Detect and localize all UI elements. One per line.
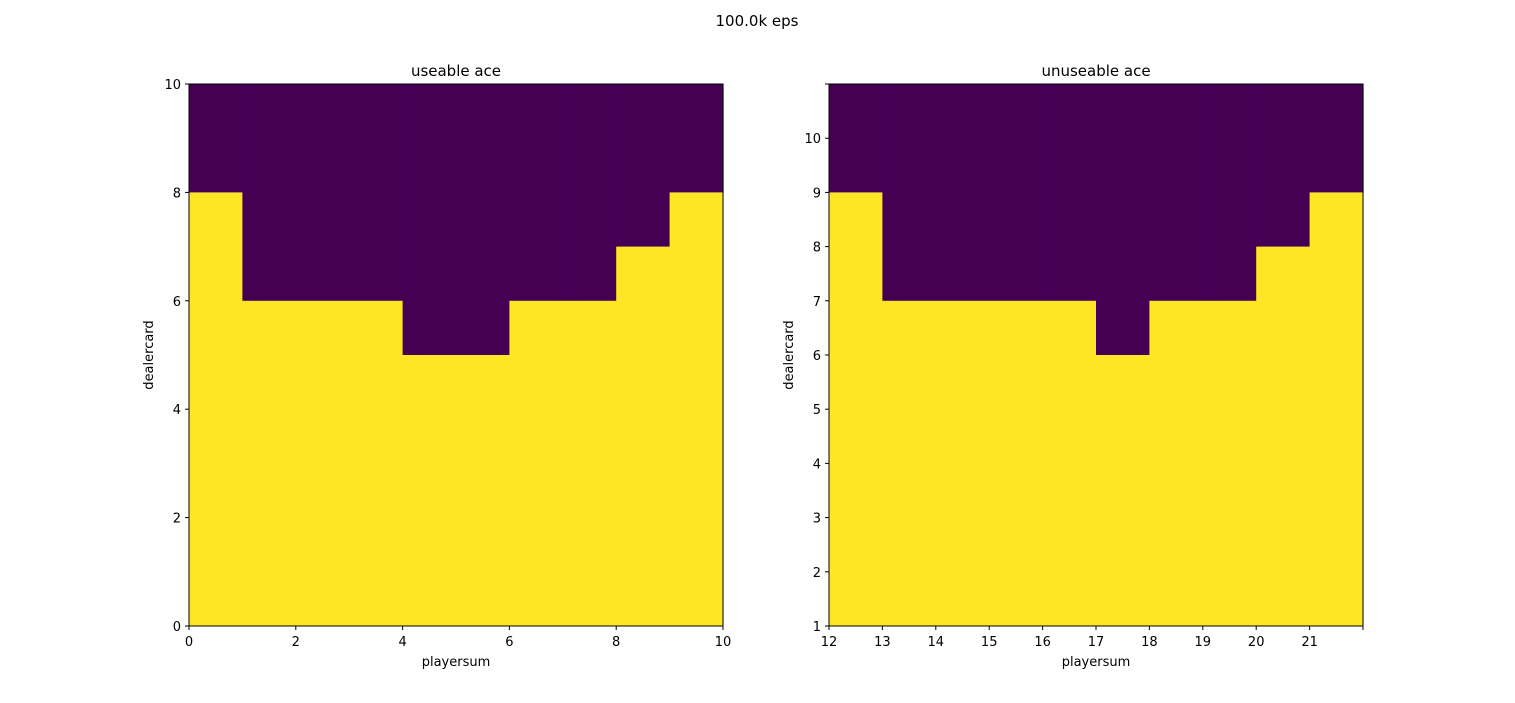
y-tick-label: 8 xyxy=(813,241,821,256)
heatmap-cell xyxy=(189,84,243,193)
heatmap-cell xyxy=(1096,84,1150,355)
y-axis-label: dealercard xyxy=(142,320,157,389)
heatmap-cell xyxy=(295,84,350,301)
figure-suptitle: 100.0k eps xyxy=(716,12,799,30)
axes-frame xyxy=(188,83,724,627)
heatmap-cell xyxy=(242,84,297,301)
x-axis-label: playersum xyxy=(1062,655,1131,670)
x-tick-label: 14 xyxy=(928,635,945,650)
heatmap-cell xyxy=(1042,300,1097,626)
x-tick-label: 15 xyxy=(981,635,998,650)
heatmap-cell xyxy=(1149,84,1204,301)
heatmap-cell xyxy=(669,192,724,626)
heatmap-cells xyxy=(829,84,1364,626)
heatmap-cell xyxy=(456,84,510,355)
heatmap-cell xyxy=(616,246,671,626)
y-tick-label: 10 xyxy=(804,132,821,147)
y-tick-label: 8 xyxy=(173,186,181,201)
heatmap-cell xyxy=(1202,300,1257,626)
heatmap-cell xyxy=(295,300,350,626)
heatmap-cell xyxy=(1149,300,1204,626)
y-tick-label: 10 xyxy=(164,78,181,93)
y-tick-label: 2 xyxy=(813,566,821,581)
y-tick-label: 2 xyxy=(173,512,181,527)
heatmap-cell xyxy=(989,300,1044,626)
subplot-useable-ace: useable ace 0 2 4 6 8 10 0 2 4 6 8 10 playersum de… xyxy=(142,62,731,670)
subplot-title-unuseable-ace: unuseable ace xyxy=(1041,62,1150,80)
y-tick-label: 6 xyxy=(813,349,821,364)
heatmap-cell xyxy=(1042,84,1097,301)
x-tick-label: 18 xyxy=(1141,635,1158,650)
x-tick-label: 13 xyxy=(874,635,891,650)
heatmap-cell xyxy=(402,84,457,355)
x-tick-label: 0 xyxy=(185,635,193,650)
heatmap-cell xyxy=(349,84,404,301)
x-tick-label: 6 xyxy=(505,635,513,650)
heatmap-cell xyxy=(1256,246,1311,626)
x-axis-label: playersum xyxy=(422,655,491,670)
heatmap-cell xyxy=(616,84,671,247)
heatmap-cell xyxy=(989,84,1044,301)
heatmap-cell xyxy=(882,84,937,301)
heatmap-cell xyxy=(935,300,990,626)
x-tick-label: 12 xyxy=(821,635,838,650)
heatmap-cell xyxy=(189,192,243,626)
subplot-unuseable-ace: unuseable ace 12 13 14 15 16 17 18 19 20 21 12345… xyxy=(782,62,1364,670)
y-tick-label: 3 xyxy=(813,512,821,527)
y-axis-ticks: 1 2 3 4 5 6 7 8 9 10 xyxy=(804,83,829,635)
y-axis-ticks: 0 2 4 6 8 10 xyxy=(164,78,189,635)
x-tick-label: 19 xyxy=(1195,635,1212,650)
heatmap-cell xyxy=(935,84,990,301)
x-tick-label: 2 xyxy=(292,635,300,650)
y-tick-label: 7 xyxy=(813,295,821,310)
y-axis-label: dealercard xyxy=(782,320,797,389)
x-tick-label: 8 xyxy=(612,635,620,650)
heatmap-cells xyxy=(189,84,724,626)
y-tick-label: 0 xyxy=(173,620,181,635)
x-axis-ticks: 0 2 4 6 8 10 xyxy=(185,626,731,650)
heatmap-cell xyxy=(509,300,564,626)
heatmap-cell xyxy=(1309,192,1364,626)
x-tick-label: 17 xyxy=(1088,635,1105,650)
heatmap-cell xyxy=(562,84,617,301)
heatmap-cell xyxy=(1309,84,1364,193)
x-tick-label: 10 xyxy=(715,635,732,650)
heatmap-cell xyxy=(829,84,883,193)
x-tick-label: 20 xyxy=(1248,635,1265,650)
y-tick-label: 5 xyxy=(813,403,821,418)
heatmap-cell xyxy=(349,300,404,626)
subplot-title-useable-ace: useable ace xyxy=(411,62,501,80)
x-tick-label: 21 xyxy=(1301,635,1318,650)
y-tick-label: 6 xyxy=(173,295,181,310)
x-tick-label: 16 xyxy=(1034,635,1051,650)
x-tick-label: 4 xyxy=(398,635,406,650)
heatmap-cell xyxy=(1202,84,1257,301)
heatmap-cell xyxy=(509,84,564,301)
heatmap-cell xyxy=(562,300,617,626)
x-axis-ticks: 12 13 14 15 16 17 18 19 20 21 xyxy=(821,626,1364,650)
y-tick-label: 4 xyxy=(813,457,821,472)
heatmap-cell xyxy=(829,192,883,626)
y-tick-label: 1 xyxy=(813,620,821,635)
y-tick-label: 9 xyxy=(813,186,821,201)
heatmap-cell xyxy=(669,84,724,193)
heatmap-cell xyxy=(1096,355,1150,626)
heatmap-cell xyxy=(402,355,457,626)
y-tick-label: 4 xyxy=(173,403,181,418)
heatmap-cell xyxy=(882,300,937,626)
heatmap-cell xyxy=(242,300,297,626)
heatmap-cell xyxy=(456,355,510,626)
heatmap-cell xyxy=(1256,84,1311,247)
